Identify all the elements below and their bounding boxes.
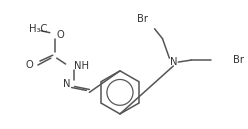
- Text: NH: NH: [73, 61, 89, 71]
- Text: H₃C: H₃C: [29, 24, 47, 34]
- Text: O: O: [25, 60, 33, 70]
- Text: O: O: [57, 30, 64, 40]
- Text: N: N: [63, 79, 71, 89]
- Text: N: N: [170, 57, 177, 67]
- Text: Br: Br: [137, 14, 148, 24]
- Text: Br: Br: [233, 55, 244, 65]
